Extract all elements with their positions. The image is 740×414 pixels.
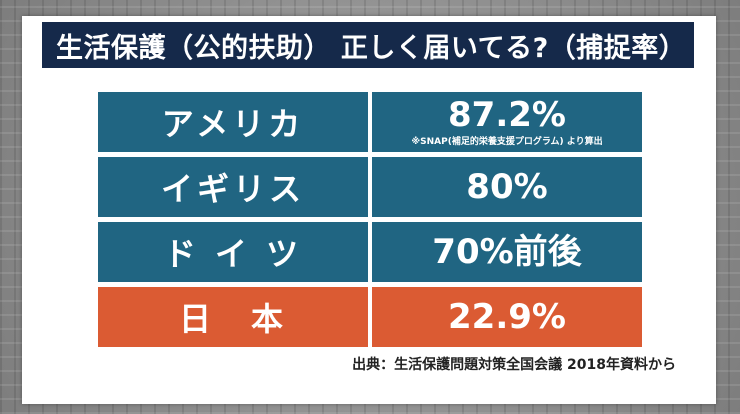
rate-cell-germany: 70%前後 <box>372 222 642 282</box>
source-credit: 出典：生活保護問題対策全国会議 2018年資料から <box>352 357 676 373</box>
page-title: 生活保護（公的扶助） 正しく届いてる?（捕捉率） <box>42 22 694 68</box>
country-cell-germany: ド イ ツ <box>98 222 368 282</box>
table-row-germany: ド イ ツ 70%前後 <box>98 222 642 282</box>
rate-cell-uk: 80% <box>372 157 642 217</box>
country-cell-uk: イギリス <box>98 157 368 217</box>
rate-value-japan: 22.9% <box>448 297 566 337</box>
table-row-usa: アメリカ 87.2% ※SNAP(補足的栄養支援プログラム) より算出 <box>98 92 642 152</box>
capture-rate-table: アメリカ 87.2% ※SNAP(補足的栄養支援プログラム) より算出 イギリス… <box>98 92 642 352</box>
rate-cell-japan: 22.9% <box>372 287 642 347</box>
country-cell-japan: 日 本 <box>98 287 368 347</box>
rate-note-usa: ※SNAP(補足的栄養支援プログラム) より算出 <box>411 137 603 147</box>
rate-cell-usa: 87.2% ※SNAP(補足的栄養支援プログラム) より算出 <box>372 92 642 152</box>
table-row-uk: イギリス 80% <box>98 157 642 217</box>
table-row-japan: 日 本 22.9% <box>98 287 642 347</box>
rate-value-germany: 70%前後 <box>432 232 582 272</box>
country-cell-usa: アメリカ <box>98 92 368 152</box>
rate-value-usa: 87.2% <box>448 95 566 135</box>
rate-value-uk: 80% <box>466 167 548 207</box>
info-card: 生活保護（公的扶助） 正しく届いてる?（捕捉率） アメリカ 87.2% ※SNA… <box>22 16 716 404</box>
